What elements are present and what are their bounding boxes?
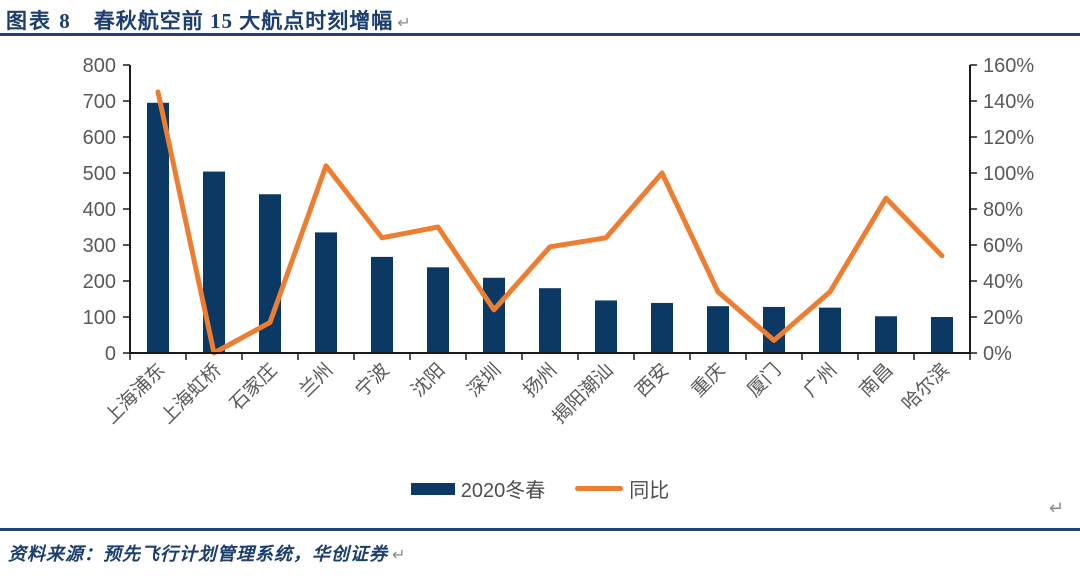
- legend-label-line-series: 同比: [629, 480, 670, 502]
- right-tick-label: 80%: [983, 199, 1023, 221]
- line-series-swatch-icon: [575, 486, 624, 491]
- x-category-label: 沈阳: [407, 359, 449, 401]
- x-category-label: 扬州: [519, 359, 561, 401]
- return-mark-icon: ↵: [392, 545, 407, 564]
- bar: [539, 288, 561, 353]
- bar: [371, 256, 393, 353]
- figure-label: 图表 8: [6, 9, 72, 33]
- left-tick-label: 700: [83, 91, 116, 113]
- x-category-label: 上海浦东: [100, 359, 169, 428]
- right-tick-label: 120%: [983, 127, 1034, 149]
- bar: [427, 267, 449, 353]
- bar: [707, 306, 729, 353]
- left-tick-label: 500: [83, 163, 116, 185]
- bar: [203, 171, 225, 353]
- right-tick-label: 20%: [983, 307, 1023, 329]
- bar: [819, 307, 841, 353]
- x-category-label: 宁波: [351, 359, 393, 401]
- source-text: 资料来源：预先飞行计划管理系统，华创证券: [8, 544, 388, 564]
- bar: [875, 316, 897, 353]
- chart-area: 0 100 200 300 400 500 600 700 800 0% 20% 40% 60% 80% 1…: [0, 45, 1080, 485]
- bar-series-swatch-icon: [410, 482, 455, 495]
- x-category-label: 重庆: [687, 359, 729, 401]
- x-category-label: 深圳: [463, 359, 505, 401]
- trend-line: [155, 89, 945, 356]
- figure-title: 春秋航空前 15 大航点时刻增幅: [93, 9, 394, 33]
- bar: [315, 232, 337, 353]
- x-category-label: 兰州: [295, 359, 337, 401]
- bar: [595, 300, 617, 353]
- footer-divider: [0, 528, 1080, 531]
- right-tick-label: 0%: [983, 343, 1012, 365]
- x-category-label: 上海虹桥: [156, 359, 225, 428]
- legend-item-bar-series: 2020冬春: [410, 474, 546, 503]
- right-tick-label: 60%: [983, 235, 1023, 257]
- x-category-label: 广州: [799, 359, 841, 401]
- left-tick-label: 200: [83, 271, 116, 293]
- source-note: 资料来源：预先飞行计划管理系统，华创证券 ↵: [8, 540, 406, 566]
- chart-legend: 2020冬春 同比: [0, 474, 1080, 503]
- right-tick-label: 160%: [983, 55, 1034, 77]
- left-tick-label: 100: [83, 307, 116, 329]
- left-tick-label: 300: [83, 235, 116, 257]
- x-category-label: 石家庄: [226, 359, 282, 415]
- bar: [147, 102, 169, 353]
- combo-chart: 0 100 200 300 400 500 600 700 800 0% 20% 40% 60% 80% 1…: [83, 55, 1035, 428]
- return-mark-icon: ↵: [397, 13, 411, 32]
- x-category-label: 厦门: [743, 359, 785, 401]
- figure-header: 图表 8 春秋航空前 15 大航点时刻增幅 ↵: [6, 5, 411, 35]
- x-category-label: 哈尔滨: [898, 359, 954, 415]
- x-category-label: 西安: [631, 359, 673, 401]
- legend-label-bar-series: 2020冬春: [460, 480, 546, 502]
- x-category-label: 揭阳潮汕: [548, 359, 617, 428]
- left-tick-label: 800: [83, 55, 116, 77]
- bar: [931, 317, 953, 353]
- right-tick-label: 140%: [983, 91, 1034, 113]
- left-tick-label: 0: [105, 343, 116, 365]
- bar: [763, 306, 785, 353]
- bar: [483, 277, 505, 353]
- bar: [651, 302, 673, 353]
- x-category-label: 南昌: [855, 359, 897, 401]
- legend-item-line-series: 同比: [575, 474, 669, 503]
- right-tick-label: 100%: [983, 163, 1034, 185]
- return-mark-icon: ↵: [1048, 498, 1064, 519]
- left-tick-label: 400: [83, 199, 116, 221]
- left-tick-label: 600: [83, 127, 116, 149]
- title-divider: [0, 33, 1080, 36]
- right-tick-label: 40%: [983, 271, 1023, 293]
